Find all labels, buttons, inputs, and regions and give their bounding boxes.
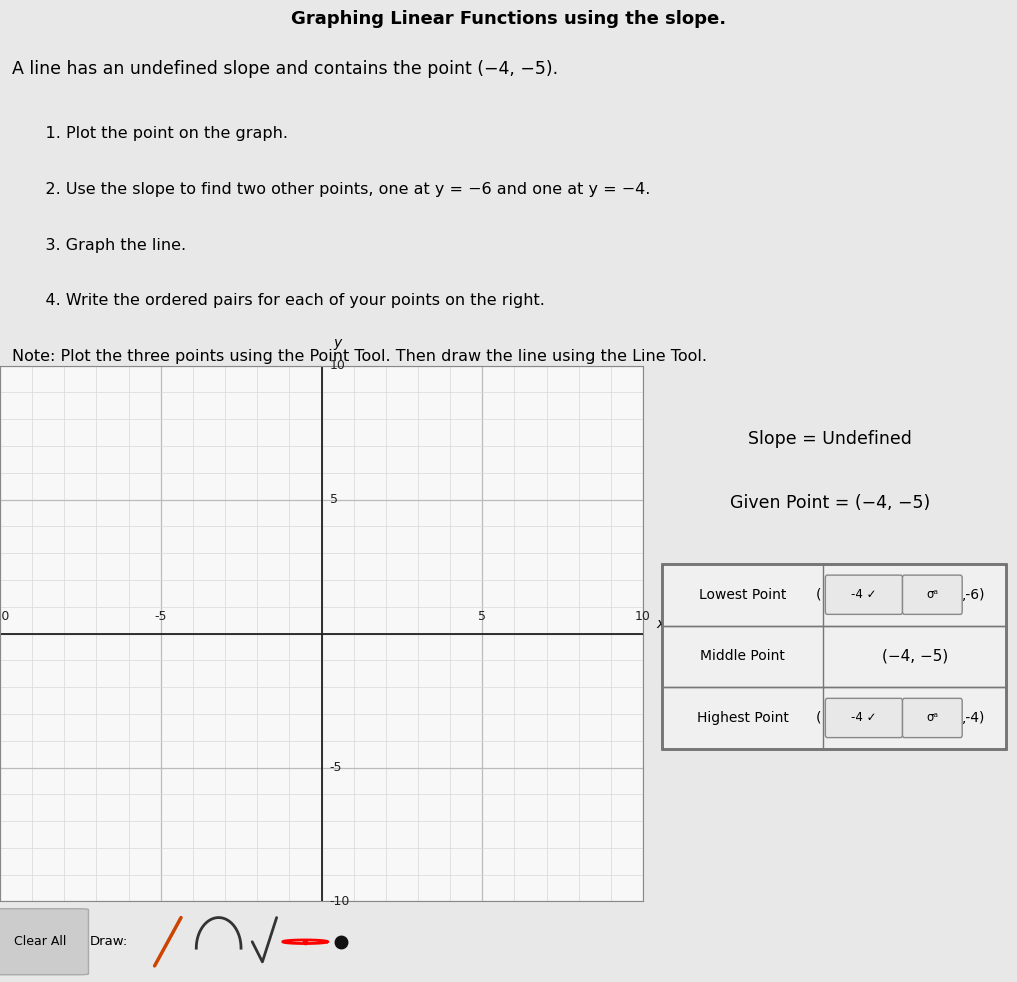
Text: A line has an undefined slope and contains the point (−4, −5).: A line has an undefined slope and contai… bbox=[12, 60, 558, 79]
Text: y: y bbox=[334, 336, 342, 350]
Text: -5: -5 bbox=[330, 761, 342, 774]
Text: -5: -5 bbox=[155, 610, 167, 623]
Text: 3. Graph the line.: 3. Graph the line. bbox=[25, 238, 186, 252]
Text: 4. Write the ordered pairs for each of your points on the right.: 4. Write the ordered pairs for each of y… bbox=[25, 294, 545, 308]
Text: ,-4): ,-4) bbox=[962, 711, 985, 725]
Text: (: ( bbox=[816, 588, 822, 602]
Text: Highest Point: Highest Point bbox=[697, 711, 788, 725]
Text: ,-6): ,-6) bbox=[962, 588, 985, 602]
Text: (: ( bbox=[816, 711, 822, 725]
Text: Slope = Undefined: Slope = Undefined bbox=[749, 430, 912, 448]
Text: 10: 10 bbox=[636, 610, 651, 623]
FancyBboxPatch shape bbox=[902, 575, 962, 615]
Text: σᵃ: σᵃ bbox=[926, 712, 939, 725]
Text: (−4, −5): (−4, −5) bbox=[882, 649, 948, 664]
Text: Lowest Point: Lowest Point bbox=[699, 588, 786, 602]
Text: Clear All: Clear All bbox=[14, 935, 67, 949]
Text: 10: 10 bbox=[330, 359, 346, 372]
Text: 1. Plot the point on the graph.: 1. Plot the point on the graph. bbox=[25, 126, 289, 141]
Text: -4 ✓: -4 ✓ bbox=[851, 588, 877, 601]
FancyBboxPatch shape bbox=[826, 698, 902, 737]
Text: -10: -10 bbox=[0, 610, 10, 623]
Text: Middle Point: Middle Point bbox=[700, 649, 785, 664]
Text: σᵃ: σᵃ bbox=[926, 588, 939, 601]
Text: Graphing Linear Functions using the slope.: Graphing Linear Functions using the slop… bbox=[291, 10, 726, 27]
FancyBboxPatch shape bbox=[902, 698, 962, 737]
Text: -10: -10 bbox=[330, 895, 350, 908]
Text: Draw:: Draw: bbox=[89, 935, 128, 949]
Text: -4 ✓: -4 ✓ bbox=[851, 712, 877, 725]
Text: 5: 5 bbox=[330, 493, 338, 506]
Text: 5: 5 bbox=[478, 610, 486, 623]
Text: 2. Use the slope to find two other points, one at y = −6 and one at y = −4.: 2. Use the slope to find two other point… bbox=[25, 182, 651, 196]
FancyBboxPatch shape bbox=[826, 575, 902, 615]
Text: x: x bbox=[656, 618, 664, 631]
FancyBboxPatch shape bbox=[0, 908, 88, 975]
Text: Note: Plot the three points using the Point Tool. Then draw the line using the L: Note: Plot the three points using the Po… bbox=[12, 350, 707, 364]
Text: Given Point = (−4, −5): Given Point = (−4, −5) bbox=[730, 494, 931, 513]
